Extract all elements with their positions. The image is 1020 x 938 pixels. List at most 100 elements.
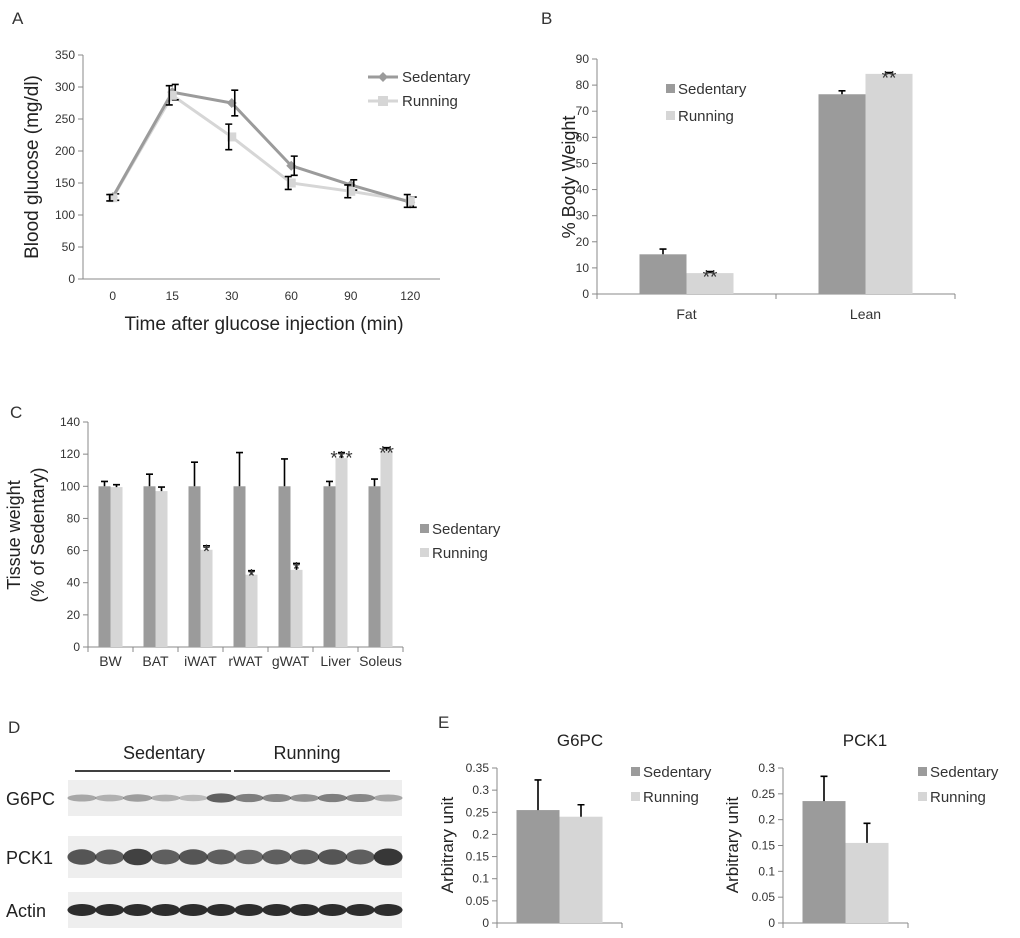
panel-e-pck1-chart: 0 0.05 0.1 0.15 0.2 0.25 0.3 PCK1 Arbitrary unit… (723, 731, 999, 930)
panel-e-g6pc-y-tick-label-3: 0.15 (466, 850, 490, 864)
panel-c-x-category-2: iWAT (184, 653, 217, 669)
panel-e-g6pc-y-tick-label-7: 0.35 (466, 761, 490, 775)
panel-e-pck1-y-tick-label-2: 0.1 (758, 864, 775, 878)
panel-c-bar-running-5 (335, 458, 348, 647)
panel-e-g6pc-legend-swatch-1 (631, 792, 640, 801)
panel-c-error-sedentary-5 (326, 480, 333, 487)
panel-a-x-axis-title: Time after glucose injection (min) (124, 314, 403, 335)
panel-b-legend-label-1: Running (678, 108, 734, 125)
panel-d-band-pck1-7 (262, 849, 292, 865)
panel-a-error-sedentary-2 (231, 89, 239, 117)
panel-b-y-tick-label-2: 20 (576, 235, 590, 249)
panel-d-band-pck1-2 (123, 848, 153, 866)
panel-a-x-tick-label-0: 0 (109, 289, 116, 303)
panel-c-bar-sedentary-1 (143, 486, 156, 647)
panel-d-band-actin-7 (262, 904, 292, 916)
panel-a-x-tick-label-2: 30 (225, 289, 239, 303)
panel-b-x-category-1: Lean (850, 306, 881, 322)
panel-e-pck1-legend-swatch-0 (918, 767, 927, 776)
panel-c-y-axis-title-line-2: (% of Sedentary) (28, 467, 48, 602)
panel-d-band-pck1-10 (345, 849, 375, 865)
panel-e-g6pc-y-tick-label-4: 0.2 (472, 827, 489, 841)
panel-c-error-sedentary-4 (281, 458, 288, 487)
panel-c-y-axis-title-line-1: Tissue weight (4, 480, 24, 589)
panel-c-error-running-1 (158, 486, 165, 492)
panel-e-g6pc-title: G6PC (557, 731, 603, 750)
panel-a-point-running-4 (346, 186, 356, 196)
panel-a-legend-marker-1 (378, 96, 388, 106)
panel-c-error-running-6 (383, 446, 390, 451)
panel-a-legend-label-1: Running (402, 93, 458, 110)
panel-b-y-tick-label-0: 0 (582, 287, 589, 301)
panel-c-bar-sedentary-6 (368, 486, 381, 647)
panel-c-significance-3: * (248, 567, 256, 588)
panel-e-g6pc-error-sedentary-0 (534, 779, 542, 811)
panel-c-x-category-5: Liver (320, 653, 351, 669)
panel-a-point-running-5 (405, 196, 415, 206)
panel-letter-b: B (541, 9, 552, 28)
panel-a-y-axis-title: Blood glucose (mg/dl) (22, 75, 43, 259)
panel-d-band-pck1-5 (206, 849, 236, 865)
panel-c-error-running-0 (113, 483, 120, 488)
panel-c-bar-running-1 (155, 491, 168, 647)
panel-a-x-tick-label-4: 90 (344, 289, 358, 303)
panel-a-x-tick-label-3: 60 (285, 289, 299, 303)
panel-a-y-tick-label-5: 250 (55, 112, 75, 126)
panel-d-band-g6pc-4 (178, 794, 208, 802)
panel-a-error-running-1 (165, 84, 173, 106)
panel-b-legend-swatch-0 (666, 84, 675, 93)
panel-c-y-tick-label-3: 60 (67, 544, 81, 558)
panel-b-y-axis-title: % Body Weight (559, 116, 579, 239)
panel-c-legend-label-0: Sedentary (432, 521, 501, 538)
panel-c-legend-swatch-1 (420, 548, 429, 557)
panel-e-g6pc-bar-running-0 (559, 816, 603, 923)
panel-d-band-actin-6 (234, 904, 264, 916)
panel-d-band-g6pc-6 (234, 793, 264, 803)
panel-b-y-tick-label-9: 90 (576, 52, 590, 66)
panel-d-band-pck1-0 (67, 849, 97, 865)
panel-d-band-actin-0 (67, 904, 97, 916)
panel-c-y-tick-label-1: 20 (67, 608, 81, 622)
panel-d-band-g6pc-1 (95, 794, 125, 802)
panel-c-x-category-3: rWAT (228, 653, 263, 669)
panel-c-significance-6: ** (379, 444, 394, 465)
panel-c-significance-5: *** (330, 449, 353, 470)
panel-c-significance-4: * (293, 559, 301, 580)
panel-a-legend-label-0: Sedentary (402, 69, 471, 86)
panel-e-pck1-y-tick-label-3: 0.15 (752, 839, 776, 853)
panel-c-bar-running-3 (245, 574, 258, 647)
panel-c-bar-running-6 (380, 450, 393, 647)
panel-d-band-actin-10 (345, 904, 375, 916)
panel-letter-d: D (8, 718, 20, 737)
panel-c-error-running-3 (248, 569, 255, 575)
panel-b-error-running-0 (706, 270, 714, 274)
panel-d-band-actin-8 (290, 904, 320, 916)
panel-c-bar-running-2 (200, 549, 213, 647)
panel-c-y-tick-label-6: 120 (60, 447, 80, 461)
panel-d-band-g6pc-2 (123, 794, 153, 802)
panel-a-error-running-3 (284, 175, 292, 191)
panel-d-band-actin-3 (150, 904, 180, 916)
panel-e-g6pc-y-tick-label-6: 0.3 (472, 783, 489, 797)
panel-b-bar-sedentary-1 (818, 94, 866, 294)
panel-d-band-g6pc-10 (345, 794, 375, 802)
panel-a-x-tick-label-5: 120 (400, 289, 420, 303)
panel-e-pck1-y-tick-label-6: 0.3 (758, 761, 775, 775)
panel-d-band-pck1-1 (95, 849, 125, 865)
panel-d-band-g6pc-0 (67, 794, 97, 802)
panel-c-error-running-4 (293, 562, 300, 570)
panel-e-pck1-bar-running-0 (845, 842, 889, 923)
panel-d-group-label-0: Sedentary (123, 743, 205, 763)
panel-d-band-g6pc-5 (206, 793, 236, 803)
panel-d-band-g6pc-7 (262, 794, 292, 802)
panel-b-error-sedentary-1 (838, 90, 846, 95)
panel-d-band-pck1-4 (178, 849, 208, 865)
panel-c-tissue-weight-chart: 0 20 40 60 80 100 120 140 BW BAT iWAT * rWAT * gWAT * Li… (4, 415, 501, 669)
panel-a-y-tick-label-1: 50 (62, 240, 76, 254)
panel-c-bar-sedentary-3 (233, 486, 246, 647)
panel-a-y-tick-label-2: 100 (55, 208, 75, 222)
panel-e-g6pc-legend-label-0: Sedentary (643, 764, 712, 781)
panel-letter-e: E (438, 713, 449, 732)
panel-a-point-running-1 (167, 90, 177, 100)
panel-d-band-g6pc-8 (290, 794, 320, 802)
